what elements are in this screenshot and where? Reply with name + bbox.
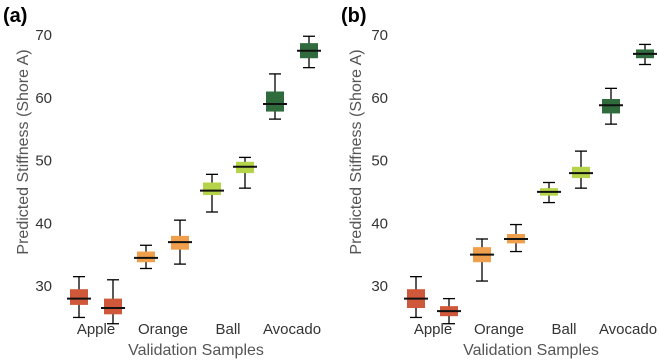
iqr-box: [266, 91, 284, 112]
panel-a: (a) Predicted Stiffness (Shore A) Valida…: [3, 5, 321, 359]
box-apple-1: [67, 275, 91, 319]
box-apple-2: [437, 297, 461, 325]
box-avocado-1: [263, 73, 287, 120]
y-tick-label: 50: [371, 153, 388, 170]
panel-a-x-axis-title: Validation Samples: [128, 342, 264, 359]
category-label-avocado: Avocado: [599, 321, 657, 338]
panel-a-category-labels: Apple Orange Ball Avocado: [77, 321, 321, 338]
box-ball-1: [200, 173, 224, 213]
box-avocado-1: [599, 87, 623, 125]
panel-b: (b) Predicted Stiffness (Shore A) Valida…: [341, 5, 657, 359]
box-orange-1: [134, 244, 158, 270]
category-label-avocado: Avocado: [263, 321, 321, 338]
panel-b-label: (b): [341, 5, 367, 27]
y-tick-label: 70: [35, 27, 52, 44]
panel-b-y-axis-title: Predicted Stiffness (Shore A): [348, 49, 365, 254]
y-tick-label: 70: [371, 27, 388, 44]
category-label-apple: Apple: [414, 321, 452, 338]
box-avocado-2: [633, 43, 657, 66]
y-tick-label: 40: [371, 215, 388, 232]
panel-b-x-axis-title: Validation Samples: [463, 342, 599, 359]
panel-b-y-ticks: 30 40 50 60 70: [371, 27, 388, 295]
category-label-orange: Orange: [138, 321, 188, 338]
iqr-box: [203, 182, 221, 196]
category-label-ball: Ball: [215, 321, 240, 338]
box-orange-2: [168, 219, 192, 265]
box-ball-1: [537, 181, 561, 204]
y-tick-label: 30: [35, 278, 52, 295]
box-apple-1: [404, 275, 428, 319]
box-ball-2: [569, 150, 593, 189]
box-orange-1: [470, 238, 494, 282]
y-tick-label: 30: [371, 278, 388, 295]
box-avocado-2: [297, 35, 321, 69]
panel-a-label: (a): [3, 5, 27, 27]
box-ball-2: [233, 156, 257, 189]
panel-a-boxes: [67, 35, 321, 325]
y-tick-label: 50: [35, 153, 52, 170]
category-label-orange: Orange: [474, 321, 524, 338]
y-tick-label: 60: [371, 90, 388, 107]
category-label-apple: Apple: [77, 321, 115, 338]
box-orange-2: [504, 223, 528, 253]
panel-b-boxes: [404, 43, 657, 325]
category-label-ball: Ball: [551, 321, 576, 338]
panel-a-y-axis-title: Predicted Stiffness (Shore A): [15, 49, 32, 254]
y-tick-label: 40: [35, 215, 52, 232]
box-apple-2: [101, 279, 125, 325]
iqr-box: [70, 289, 88, 305]
panel-b-category-labels: Apple Orange Ball Avocado: [414, 321, 657, 338]
iqr-box: [104, 298, 122, 315]
y-tick-label: 60: [35, 90, 52, 107]
panel-a-y-ticks: 30 40 50 60 70: [35, 27, 52, 295]
